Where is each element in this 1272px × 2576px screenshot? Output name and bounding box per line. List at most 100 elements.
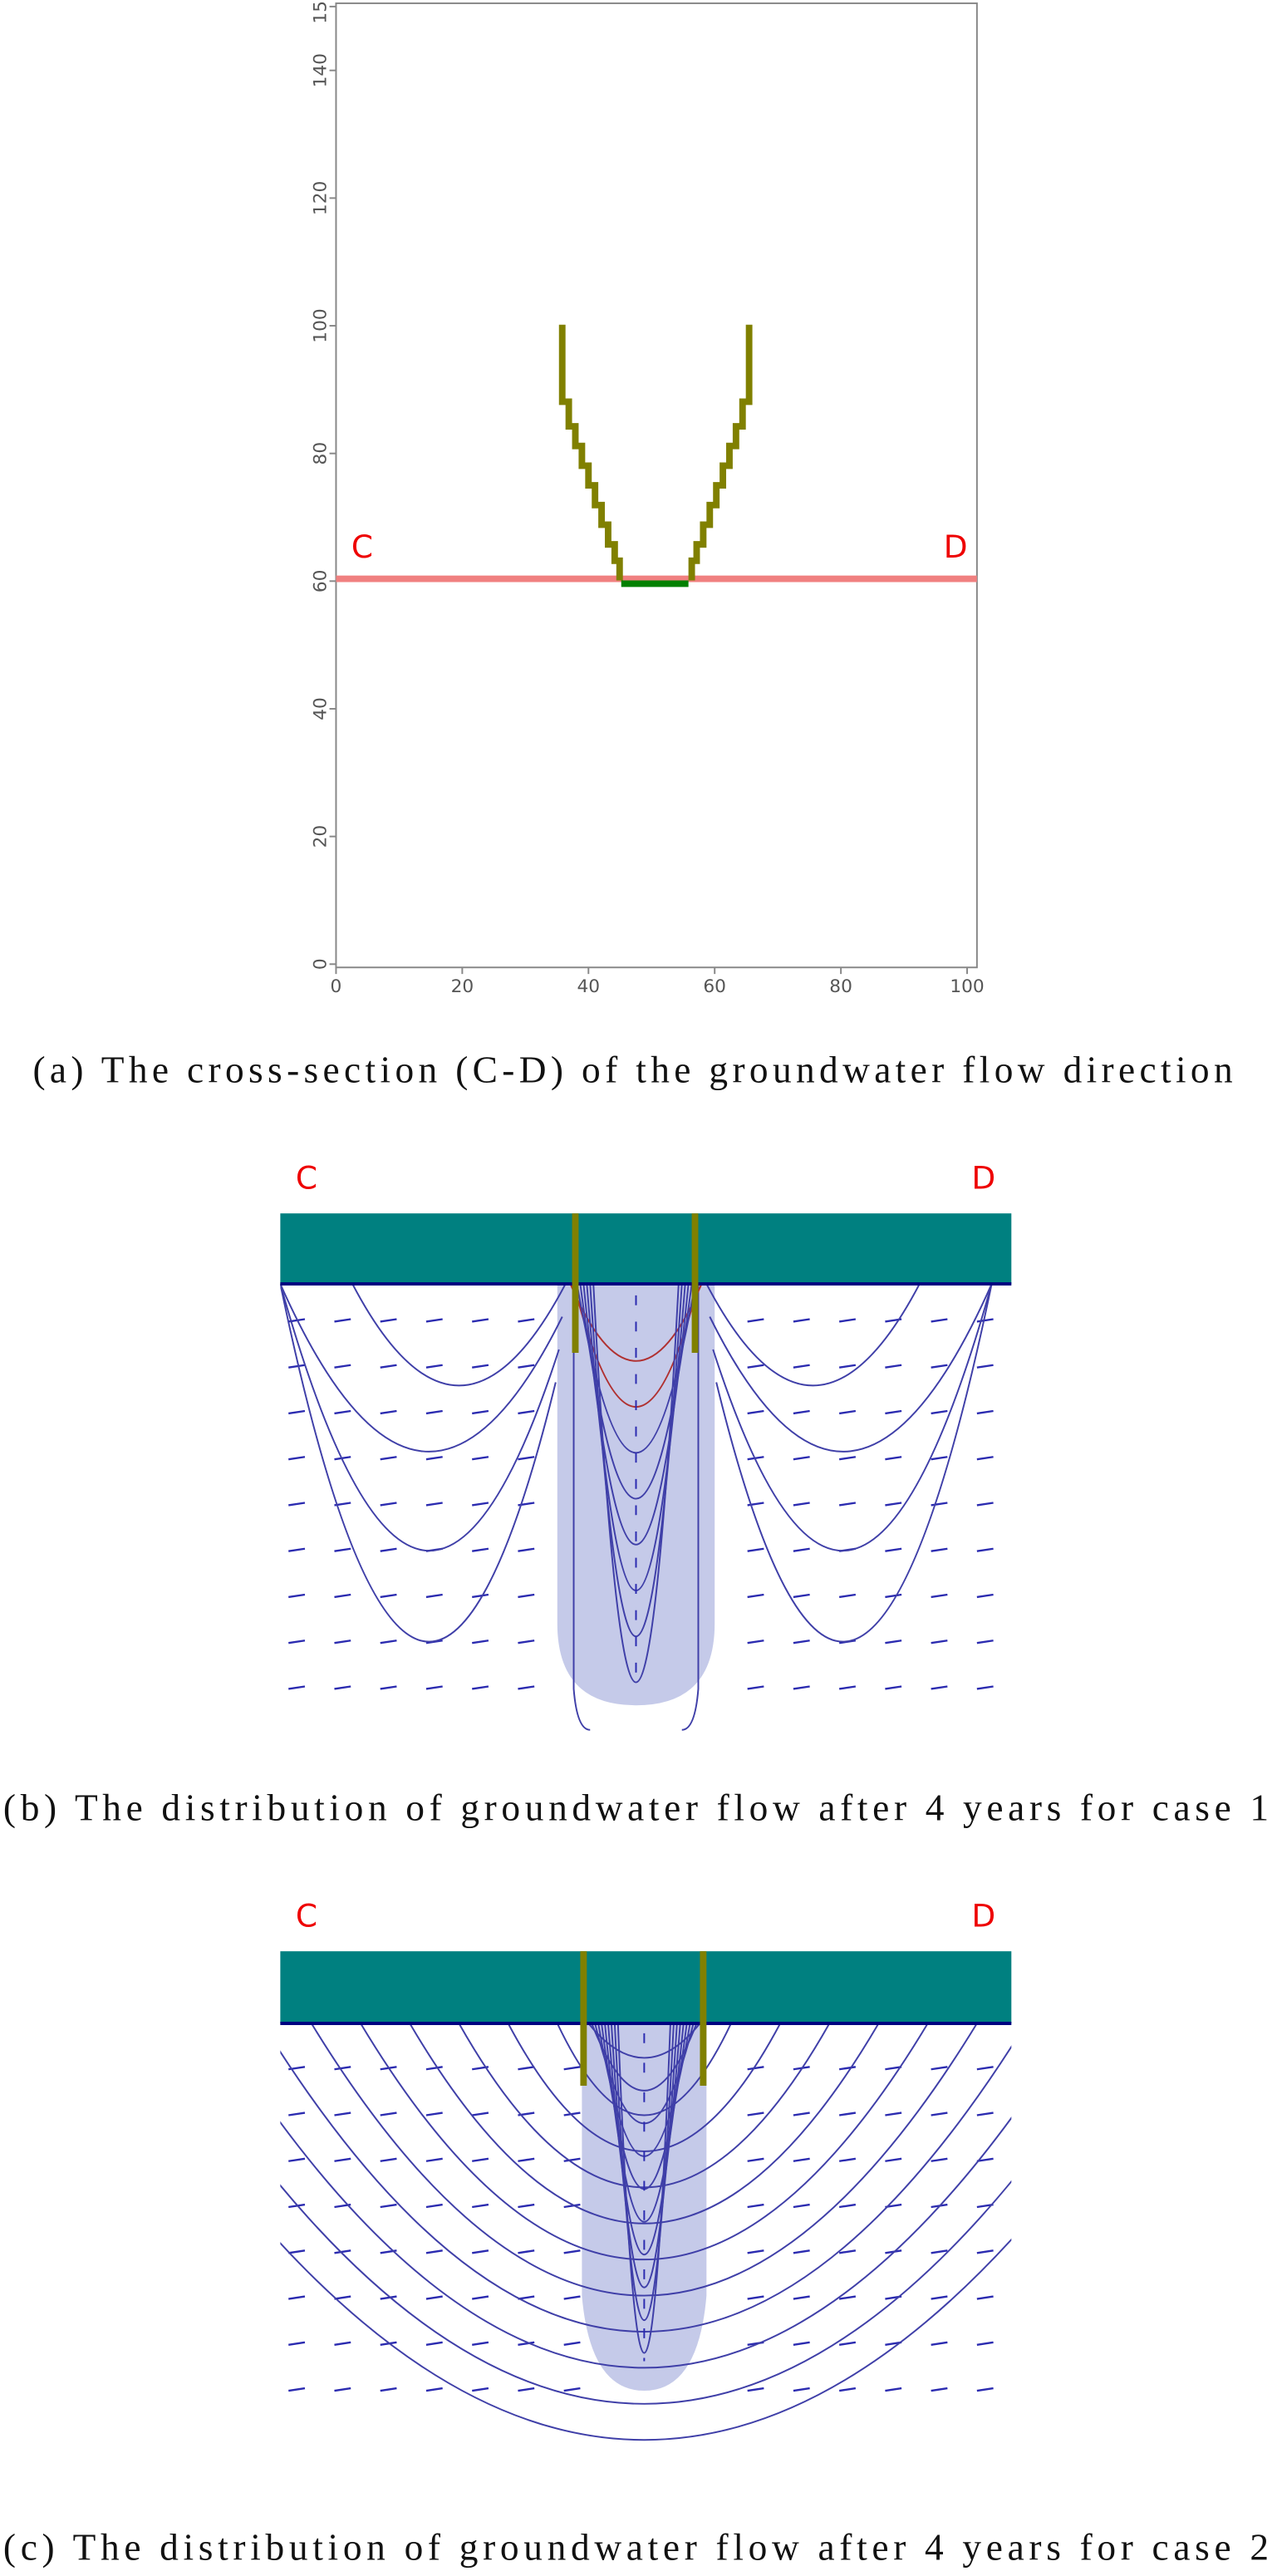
- flow-arrow: [518, 1364, 535, 1369]
- flow-arrow: [838, 2295, 857, 2300]
- flow-arrow: [838, 1593, 857, 1599]
- flow-arrow: [976, 1547, 994, 1552]
- flow-arrow: [472, 1685, 489, 1690]
- flow-arrow: [931, 1456, 948, 1461]
- flow-arrow: [793, 2387, 810, 2392]
- flow-arrow: [931, 2249, 948, 2254]
- contour: [280, 2238, 1012, 2441]
- flow-arrow: [472, 1409, 489, 1415]
- flow-arrow: [518, 2341, 535, 2346]
- flow-arrow: [563, 2249, 581, 2254]
- contour: [572, 1284, 591, 1731]
- x-tick-label: 0: [331, 976, 342, 997]
- flow-arrow: [793, 1685, 810, 1690]
- flow-arrow: [563, 2066, 581, 2071]
- flow-arrow: [288, 2157, 306, 2162]
- flow-arrow: [518, 2066, 535, 2071]
- contour: [712, 1284, 993, 1552]
- flow-arrow: [793, 2341, 810, 2346]
- flow-arrow: [931, 1593, 948, 1599]
- flow-arrow: [931, 1547, 948, 1552]
- flow-arrow: [747, 2249, 764, 2254]
- label-d: D: [971, 1160, 995, 1197]
- flow-arrow: [518, 1593, 535, 1599]
- flow-arrow: [425, 2341, 443, 2346]
- contour: [616, 2023, 671, 2354]
- flow-arrow: [472, 2341, 489, 2346]
- flow-arrow: [885, 2157, 902, 2162]
- flow-arrow: [885, 1639, 902, 1644]
- flow-arrow: [425, 2249, 443, 2254]
- flow-arrow: [288, 1409, 306, 1415]
- contour: [280, 1284, 557, 1643]
- flow-arrow: [472, 1318, 489, 1323]
- flow-arrow: [976, 2157, 994, 2162]
- flow-arrow: [885, 1593, 902, 1599]
- y-tick-label: 80: [311, 442, 332, 465]
- wall-right: [688, 324, 753, 581]
- flow-arrow: [380, 1409, 397, 1415]
- flow-arrow: [472, 2249, 489, 2254]
- flow-arrow: [747, 2066, 764, 2071]
- surface-layer: [280, 1213, 1012, 1285]
- flow-arrow: [976, 2249, 994, 2254]
- flow-arrow: [518, 2249, 535, 2254]
- contour: [360, 2023, 929, 2261]
- contour: [592, 1284, 680, 1684]
- flow-arrow: [747, 1685, 764, 1690]
- flow-arrow: [518, 1639, 535, 1644]
- x-tick-label: 20: [451, 976, 474, 997]
- label-c: C: [351, 528, 373, 565]
- wall-left: [558, 324, 623, 581]
- flow-arrow: [288, 2295, 306, 2300]
- flow-arrow: [793, 1364, 810, 1369]
- flow-arrow: [838, 1318, 857, 1323]
- flow-arrow: [380, 1639, 397, 1644]
- flow-arrow: [288, 1502, 306, 1507]
- flow-arrow: [288, 2341, 306, 2346]
- flow-arrow: [518, 2387, 535, 2392]
- contour: [610, 2023, 678, 2288]
- flow-arrow: [747, 1547, 764, 1552]
- flow-arrow: [793, 1593, 810, 1599]
- flow-arrow: [931, 1685, 948, 1690]
- contour: [709, 1284, 993, 1453]
- flow-arrow: [380, 1502, 397, 1507]
- flow-arrow: [380, 1685, 397, 1690]
- flow-arrow: [976, 2066, 994, 2071]
- flow-arrow: [976, 2111, 994, 2116]
- flow-arrow: [793, 1547, 810, 1552]
- flow-arrow: [885, 1502, 902, 1507]
- flow-arrow: [747, 1456, 764, 1461]
- flow-arrow: [380, 1456, 397, 1461]
- flow-arrow: [472, 2203, 489, 2209]
- contour: [681, 1284, 700, 1731]
- flow-arrow: [563, 2203, 581, 2209]
- flow-arrow: [288, 2249, 306, 2254]
- flow-arrow: [288, 2111, 306, 2116]
- flow-arrow: [472, 1364, 489, 1369]
- label-d: D: [971, 1898, 995, 1934]
- flow-arrow: [931, 2341, 948, 2346]
- flow-arrow: [380, 2295, 397, 2300]
- plot-frame: [335, 2, 978, 969]
- flow-arrow: [885, 1409, 902, 1415]
- flow-arrow: [334, 1364, 351, 1369]
- flow-arrow: [838, 1685, 857, 1690]
- flow-arrow: [793, 2203, 810, 2209]
- flow-arrow: [885, 1456, 902, 1461]
- flow-arrow: [425, 2295, 443, 2300]
- flow-arrow: [334, 2387, 351, 2392]
- flow-arrow: [838, 1502, 857, 1507]
- flow-arrow: [334, 2295, 351, 2300]
- flow-arrow: [563, 2295, 581, 2300]
- flow-arrow: [425, 1685, 443, 1690]
- flow-arrow: [747, 1639, 764, 1644]
- flow-arrow: [793, 1639, 810, 1644]
- flow-arrow: [334, 1547, 351, 1552]
- y-tick-label: 150: [311, 0, 332, 24]
- y-tick-label: 100: [311, 308, 332, 342]
- contour: [715, 1284, 993, 1643]
